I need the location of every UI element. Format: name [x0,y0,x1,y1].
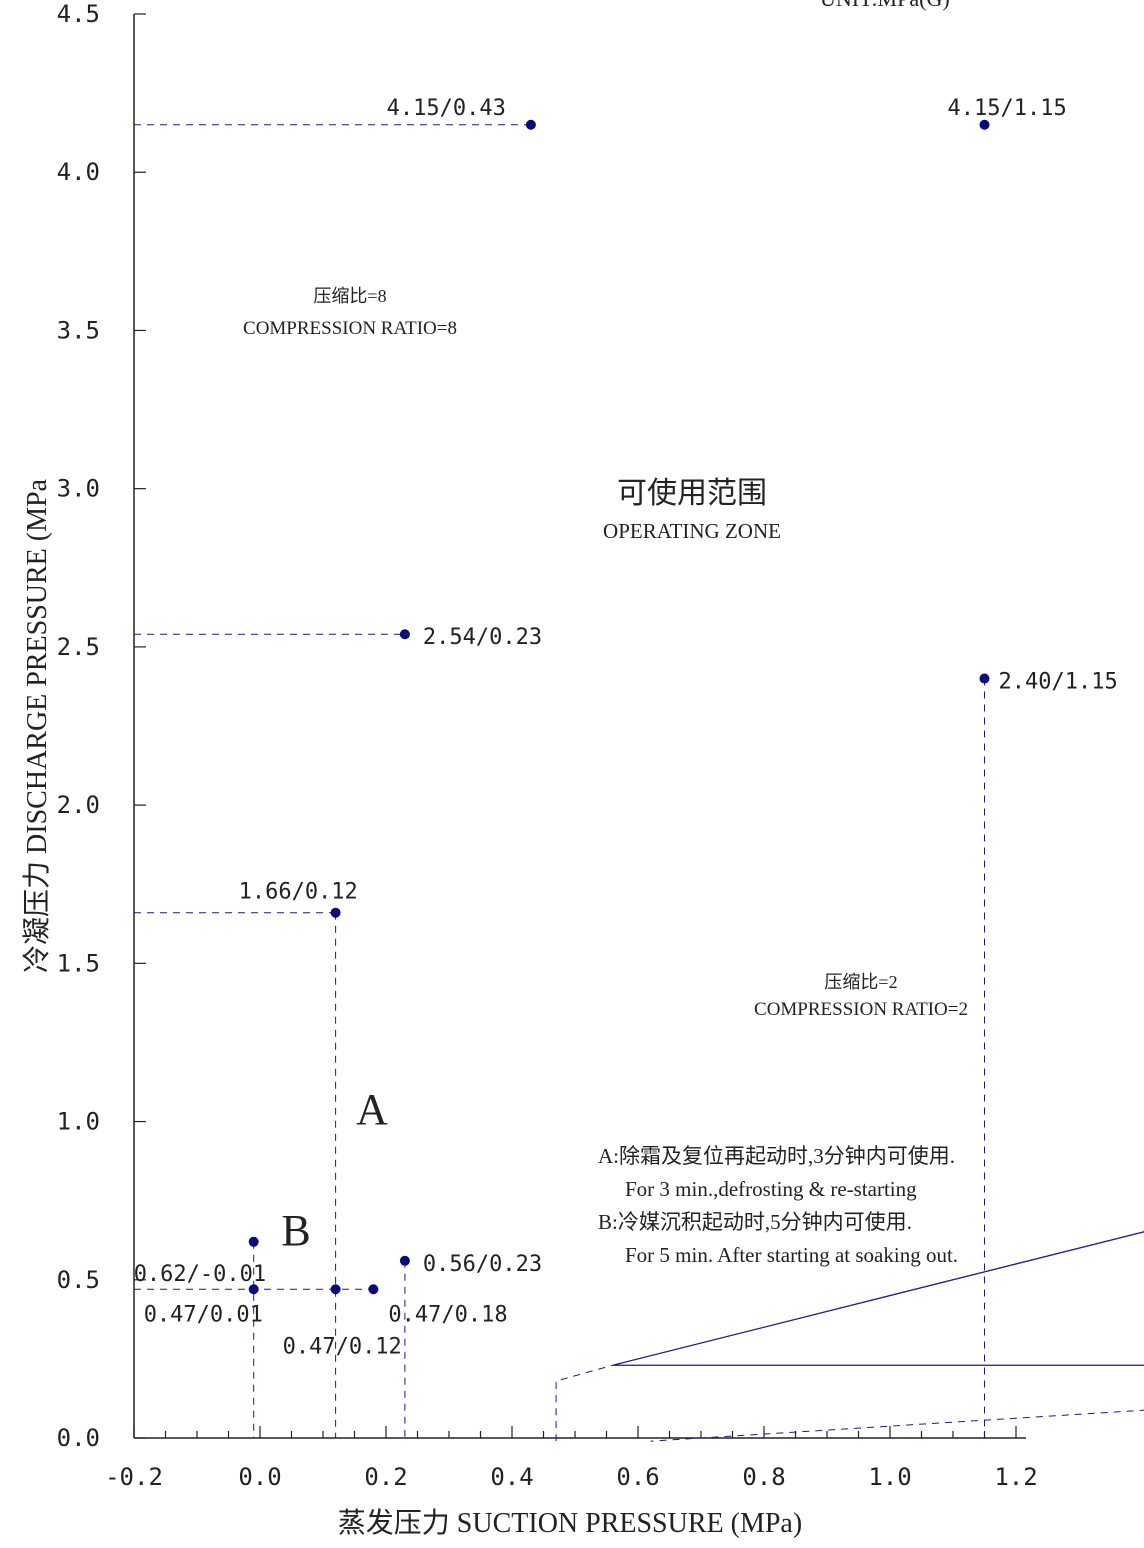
point-label: 0.62/-0.01 [134,1262,266,1287]
note-a-cn: A:除霜及复位再起动时,3分钟内可使用. [598,1144,955,1168]
data-point [979,673,990,684]
x-axis-title: 蒸发压力 SUCTION PRESSURE (MPa) [338,1507,802,1539]
data-point [399,1255,410,1266]
point-label: 4.15/1.15 [948,96,1067,121]
data-point [525,119,536,130]
unit-note: UNIT:MPa(G) [820,0,950,11]
y-tick-label: 4.5 [57,0,100,28]
point-label: 4.15/0.43 [387,96,506,121]
data-point [330,907,341,918]
data-point [368,1284,379,1295]
envelope-lines [555,1231,1144,1442]
zone-label-en: OPERATING ZONE [603,519,781,543]
zone-label-cn: 可使用范围 [617,477,767,510]
x-tick-label: 0.0 [238,1463,281,1491]
x-tick-label: 1.2 [994,1463,1037,1491]
dashed-boundary [650,1409,1144,1442]
y-tick-label: 3.5 [57,316,100,344]
point-label: 2.40/1.15 [999,670,1118,695]
compression-ratio-8-cn: 压缩比=8 [313,286,386,306]
compression-ratio-2-cn: 压缩比=2 [824,972,897,992]
x-tick-label: 0.6 [616,1463,659,1491]
y-tick-label: 1.5 [57,949,100,977]
x-tick-label: 0.4 [490,1463,533,1491]
y-tick-label: 3.0 [57,475,100,503]
point-labels: 4.15/0.43 4.15/1.15 2.54/0.23 2.40/1.15 1.66… [134,96,1118,1360]
compression-ratio-2-en: COMPRESSION RATIO=2 [754,999,968,1020]
y-axis-title: 冷凝压力 DISCHARGE PRESSURE (MPa [21,478,53,973]
dashed-bottom-boundary [555,1364,613,1442]
point-label: 0.56/0.23 [423,1252,542,1277]
point-label: 1.66/0.12 [239,880,358,905]
point-label: 0.47/0.18 [388,1302,507,1327]
point-label: 2.54/0.23 [423,625,542,650]
y-tick-label: 0.5 [57,1266,100,1294]
data-point [330,1284,341,1295]
y-tick-label: 4.0 [57,158,100,186]
x-tick-label: 0.8 [742,1463,785,1491]
y-tick-label: 2.0 [57,791,100,819]
y-tick-label: 1.0 [57,1108,100,1136]
point-label: 0.47/0.12 [283,1334,402,1359]
region-b-label: B [281,1206,310,1255]
data-point [248,1284,259,1295]
axes [133,14,1026,1439]
x-tick-label: 1.0 [868,1463,911,1491]
note-b-en: For 5 min. After starting at soaking out… [625,1243,958,1267]
y-tick-label: 0.0 [57,1424,100,1452]
x-tick-label: 0.2 [364,1463,407,1491]
data-point [979,119,990,130]
x-tick-label: -0.2 [105,1463,163,1491]
point-label: 0.47/0.01 [144,1302,263,1327]
note-a-en: For 3 min.,defrosting & re-starting [625,1177,917,1201]
x-ticks: -0.2 0.0 0.2 0.4 0.6 0.8 1.0 1.2 [105,1426,1038,1491]
note-b-cn: B:冷媒沉积起动时,5分钟内可使用. [598,1210,912,1234]
data-point [248,1236,259,1247]
compression-ratio-8-en: COMPRESSION RATIO=8 [243,318,457,339]
y-ticks: 0.0 0.5 1.0 1.5 2.0 2.5 3.0 3.5 4.0 4.5 [57,0,146,1452]
data-points [248,119,990,1295]
region-a-label: A [356,1085,388,1134]
y-tick-label: 2.5 [57,633,100,661]
data-point [399,629,410,640]
